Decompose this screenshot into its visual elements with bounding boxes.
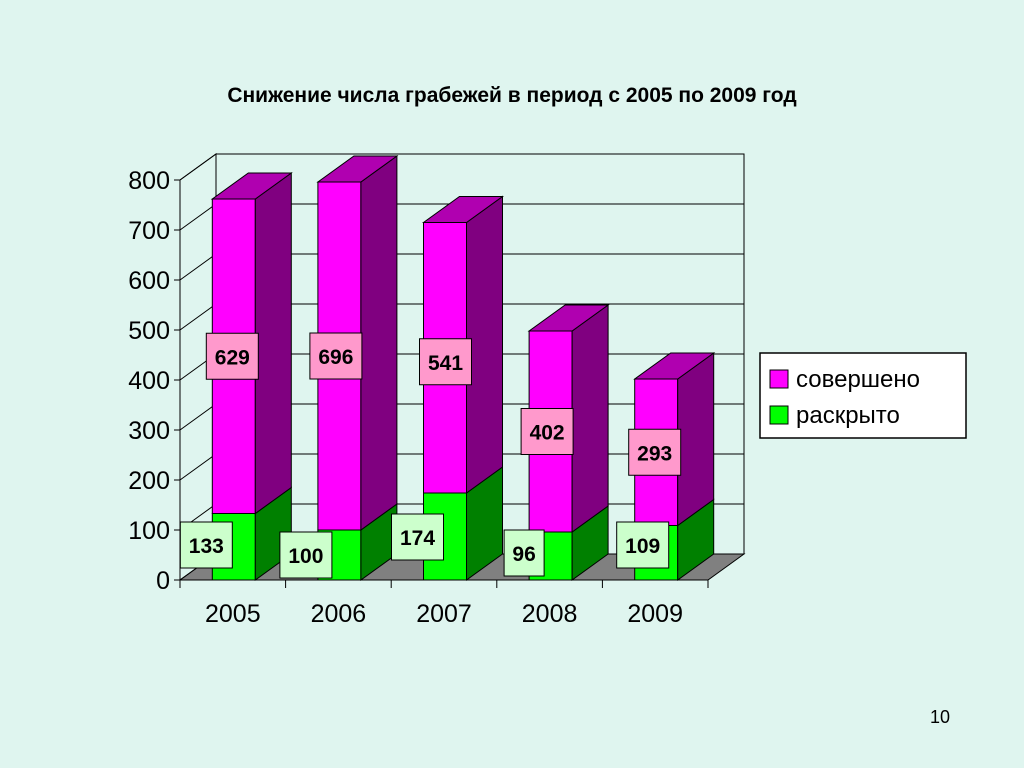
data-label-text: 109 <box>625 535 660 558</box>
data-label-solved-2007: 174 <box>391 513 444 561</box>
legend-label: совершено <box>796 366 920 393</box>
x-tick-label: 2005 <box>205 600 261 628</box>
data-label-text: 100 <box>288 545 323 568</box>
x-tick-label: 2008 <box>522 600 578 628</box>
y-tick-label: 300 <box>128 417 170 445</box>
data-label-completed-2007: 541 <box>419 338 472 386</box>
legend-swatch <box>769 369 789 389</box>
y-tick-label: 100 <box>128 517 170 545</box>
data-label-box <box>179 521 233 569</box>
legend-box <box>759 352 967 439</box>
data-label-text: 174 <box>400 527 435 550</box>
y-tick-label: 500 <box>128 317 170 345</box>
bar-top <box>527 304 610 332</box>
x-tick-label: 2006 <box>311 600 367 628</box>
data-label-box <box>628 428 682 476</box>
bar-top <box>210 172 293 200</box>
bar-completed-2006 <box>316 155 399 531</box>
x-tick-label: 2007 <box>416 600 472 628</box>
gridline <box>179 153 744 181</box>
data-label-box <box>419 338 472 386</box>
data-label-text: 96 <box>512 543 535 566</box>
page-number: 10 <box>930 707 951 727</box>
y-tick-label: 600 <box>128 267 170 295</box>
data-label-box <box>391 513 444 561</box>
data-label-box <box>205 332 259 380</box>
bar-completed-2005 <box>210 172 293 515</box>
legend-label: раскрыто <box>796 402 900 429</box>
bar-side <box>677 352 715 527</box>
data-label-box <box>279 531 333 579</box>
data-label-box <box>616 521 670 569</box>
data-label-completed-2008: 402 <box>520 408 574 455</box>
data-label-box <box>309 332 363 380</box>
data-label-text: 133 <box>189 535 224 558</box>
bar-top <box>633 352 716 380</box>
y-tick-label: 0 <box>156 567 170 595</box>
data-label-text: 696 <box>318 346 353 369</box>
bar-top <box>316 155 399 183</box>
x-tick-label: 2009 <box>627 600 683 628</box>
data-label-solved-2005: 133 <box>179 521 233 569</box>
y-tick-label: 700 <box>128 217 170 245</box>
y-tick-label: 800 <box>128 167 170 195</box>
data-label-solved-2006: 100 <box>279 531 333 579</box>
data-label-box <box>503 529 545 577</box>
data-label-text: 541 <box>428 352 463 375</box>
y-tick-label: 400 <box>128 367 170 395</box>
legend-swatch <box>769 405 789 425</box>
bar-side <box>571 304 609 533</box>
data-label-completed-2005: 629 <box>205 332 259 380</box>
chart-legend: совершено раскрыто <box>759 352 967 439</box>
data-label-text: 629 <box>215 346 250 369</box>
bar-side <box>254 172 292 515</box>
bar-side <box>360 155 398 531</box>
data-label-solved-2008: 96 <box>503 529 545 577</box>
chart-title: Снижение числа грабежей в период с 2005 … <box>227 84 797 107</box>
y-tick-label: 200 <box>128 467 170 495</box>
data-label-box <box>520 408 574 455</box>
data-label-text: 402 <box>530 422 565 445</box>
data-label-completed-2006: 696 <box>309 332 363 380</box>
data-label-completed-2009: 293 <box>628 428 682 476</box>
data-label-text: 293 <box>637 442 672 465</box>
data-label-solved-2009: 109 <box>616 521 670 569</box>
bar-top <box>421 196 505 223</box>
